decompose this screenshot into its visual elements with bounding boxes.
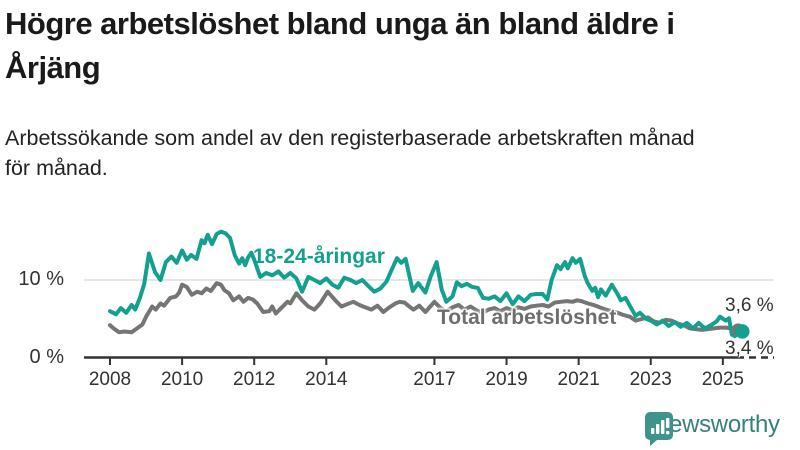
x-axis-label: 2023 bbox=[630, 369, 672, 390]
x-axis-label: 2012 bbox=[233, 369, 275, 390]
x-axis-label: 2017 bbox=[413, 369, 455, 390]
newsworthy-logo[interactable]: Newsworthy bbox=[644, 411, 780, 446]
y-axis-label-0: 0 % bbox=[29, 346, 64, 368]
chart-title: Högre arbetslöshet bland unga än bland ä… bbox=[5, 6, 675, 86]
x-axis-label: 2025 bbox=[702, 369, 744, 390]
end-dot-youth bbox=[735, 324, 750, 339]
x-axis-labels: 2008 2010 2012 2014 2017 2019 2021 2023 2025 bbox=[89, 369, 744, 390]
series-line-total bbox=[108, 281, 740, 335]
chart-subtitle: Arbetssökande som andel av den registerb… bbox=[5, 126, 695, 180]
x-axis-ticks bbox=[109, 357, 724, 365]
series-label-total: Total arbetslöshet bbox=[437, 306, 617, 329]
newsworthy-chart-bubble-icon bbox=[645, 412, 673, 446]
y-axis-label-10: 10 % bbox=[18, 268, 64, 290]
newsworthy-wordmark[interactable]: Newsworthy bbox=[652, 411, 780, 438]
end-value-label-youth: 3,4 % bbox=[725, 338, 774, 359]
x-axis-label: 2019 bbox=[485, 369, 527, 390]
x-axis-label: 2010 bbox=[161, 369, 203, 390]
series-lines bbox=[108, 229, 745, 339]
series-label-18-24: 18-24-åringar bbox=[253, 245, 385, 268]
series-line-youth bbox=[108, 229, 745, 339]
end-value-label-total: 3,6 % bbox=[725, 295, 774, 316]
x-axis-label: 2014 bbox=[305, 369, 348, 390]
x-axis-label: 2008 bbox=[89, 369, 131, 390]
x-axis-label: 2021 bbox=[558, 369, 600, 390]
series-end-dots bbox=[731, 323, 750, 339]
